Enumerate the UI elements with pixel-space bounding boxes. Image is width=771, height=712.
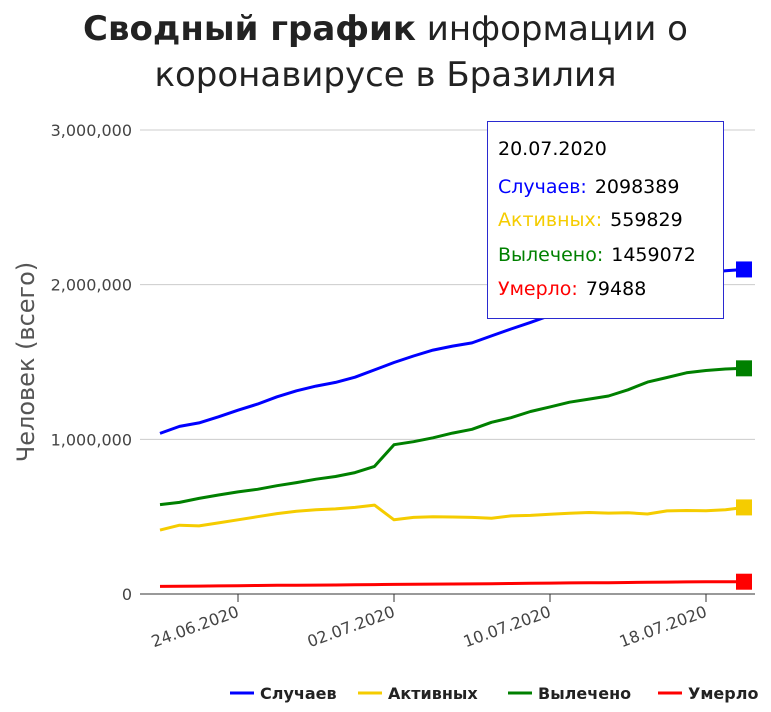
series-line-1 <box>159 503 746 532</box>
tooltip-row-recovered: Вылечено: 1459072 <box>498 244 696 266</box>
chart-tooltip: 20.07.2020 Случаев: 2098389 Активных: 5598… <box>487 121 724 319</box>
series-line-3 <box>159 580 746 588</box>
tooltip-row-cases: Случаев: 2098389 <box>498 176 679 198</box>
tooltip-label-recovered: Вылечено: <box>498 244 604 266</box>
chart-title-rest: информации о коронавирусе в Бразилия <box>154 9 688 95</box>
series-end-marker-2 <box>736 360 752 377</box>
chart-title-bold: Сводный график <box>83 9 416 49</box>
series-end-marker-3 <box>736 573 752 590</box>
tooltip-value-deaths: 79488 <box>585 278 647 300</box>
tooltip-label-active: Активных: <box>498 209 603 231</box>
x-tick-label: 10.07.2020 <box>461 602 554 651</box>
tooltip-date: 20.07.2020 <box>498 138 607 160</box>
legend-label: Случаев <box>260 684 337 703</box>
tooltip-value-active: 559829 <box>610 209 683 231</box>
tooltip-row-deaths: Умерло: 79488 <box>498 278 646 300</box>
y-tick-label: 3,000,000 <box>51 121 132 140</box>
y-tick-label: 0 <box>122 585 132 604</box>
tooltip-label-cases: Случаев: <box>498 176 587 198</box>
chart-title: Сводный график информации о коронавирусе… <box>0 6 771 98</box>
legend-label: Умерло <box>688 684 758 703</box>
y-axis-label: Человек (всего) <box>12 262 40 462</box>
x-tick-label: 18.07.2020 <box>617 602 710 651</box>
y-tick-label: 1,000,000 <box>51 430 132 449</box>
tooltip-value-recovered: 1459072 <box>611 244 696 266</box>
tooltip-value-cases: 2098389 <box>594 176 680 198</box>
series-end-marker-1 <box>736 499 752 516</box>
tooltip-row-active: Активных: 559829 <box>498 209 683 231</box>
series-line-2 <box>159 366 746 507</box>
y-tick-label: 2,000,000 <box>51 276 132 295</box>
x-tick-label: 24.06.2020 <box>149 602 242 651</box>
legend-label: Вылечено <box>538 684 631 703</box>
legend-label: Активных <box>388 684 478 703</box>
x-tick-label: 02.07.2020 <box>305 602 398 651</box>
tooltip-label-deaths: Умерло: <box>498 278 578 300</box>
series-end-marker-0 <box>736 261 752 278</box>
